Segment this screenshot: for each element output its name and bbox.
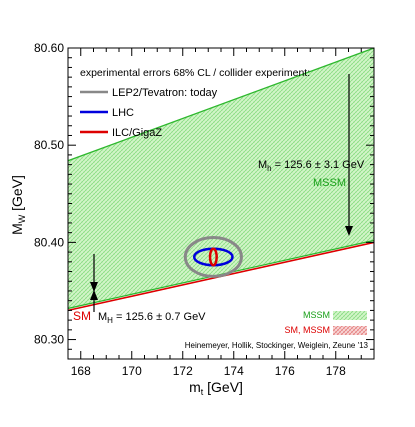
x-tick-label: 178 [326,364,346,378]
lep2-ellipse [183,236,243,278]
legend-title: experimental errors 68% CL / collider ex… [80,67,310,79]
x-tick-label: 168 [71,364,91,378]
band-legend-mssm-swatch [333,311,367,320]
mssm-arrow-head [345,226,353,236]
credit-text: Heinemeyer, Hollik, Stockinger, Weiglein… [185,341,369,350]
axis-ticks: 168 170 172 174 176 178 80.30 80.40 80.50 80.60 [34,41,375,378]
x-tick-label: 172 [173,364,193,378]
sm-label: SM [73,309,91,323]
y-tick-label: 80.40 [34,235,64,249]
band-legend-sm-mssm-label: SM, MSSM [284,325,330,335]
sm-mh-annotation: SM MH = 125.6 ± 0.7 GeV [73,254,206,325]
legend-label-ilc: ILC/GigaZ [112,127,162,139]
band-legend-mssm-label: MSSM [303,310,330,320]
mh-mssm-label: Mh = 125.6 ± 3.1 GeV [258,159,365,173]
band-legend-sm-mssm-swatch [333,326,367,335]
mssm-mh-annotation: Mh = 125.6 ± 3.1 GeV MSSM [258,74,365,236]
mssm-label: MSSM [313,177,346,189]
x-tick-label: 174 [224,364,244,378]
legend: experimental errors 68% CL / collider ex… [80,67,310,139]
mssm-band-upper-edge [68,48,374,162]
y-tick-label: 80.50 [34,138,64,152]
y-tick-label: 80.30 [34,333,64,347]
y-tick-label: 80.60 [34,41,64,55]
mh-sm-label: MH = 125.6 ± 0.7 GeV [98,311,206,325]
y-axis-title: MW [GeV] [9,175,27,235]
legend-label-lhc: LHC [112,107,134,119]
ellipse-layer [183,236,243,278]
ilc-ellipse [208,247,218,267]
sm-arrow-head-down [90,282,98,292]
band-legend: MSSM SM, MSSM [284,310,367,335]
legend-label-lep2: LEP2/Tevatron: today [112,87,218,99]
x-tick-label: 176 [275,364,295,378]
x-axis-title: mt [GeV] [189,379,243,397]
sm-arrow-head-up [90,290,98,300]
mssm-band [68,48,374,309]
x-tick-label: 170 [122,364,142,378]
